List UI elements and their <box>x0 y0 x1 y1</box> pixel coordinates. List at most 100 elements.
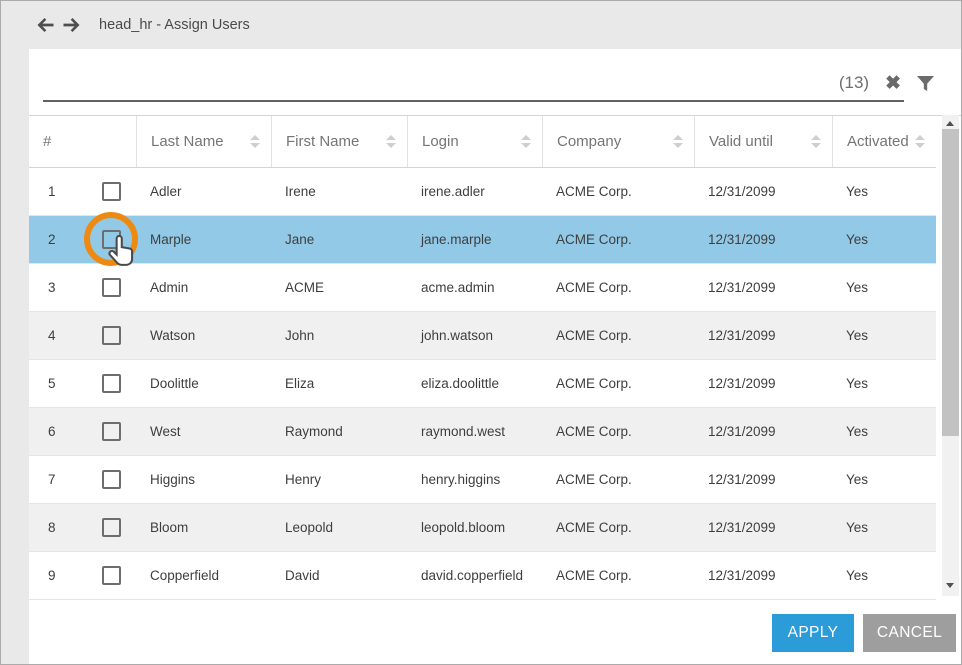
login-cell: eliza.doolittle <box>421 376 500 391</box>
activated-cell: Yes <box>846 424 869 439</box>
first-name-cell: Irene <box>285 184 316 199</box>
company-cell: ACME Corp. <box>556 328 632 343</box>
apply-button[interactable]: APPLY <box>772 614 854 652</box>
first-name-cell: John <box>285 328 315 343</box>
row-checkbox[interactable] <box>102 518 121 537</box>
valid-until-cell: 12/31/2099 <box>708 280 776 295</box>
filterbar-right: (13) ✖ <box>839 69 934 97</box>
row-checkbox[interactable] <box>102 470 121 489</box>
last-name-cell: Marple <box>150 232 192 247</box>
first-name-cell: Henry <box>285 472 322 487</box>
row-number: 7 <box>48 472 56 487</box>
vertical-scrollbar[interactable] <box>942 115 959 596</box>
row-number: 9 <box>48 568 56 583</box>
company-cell: ACME Corp. <box>556 472 632 487</box>
number-cell: 4 <box>29 326 136 345</box>
row-number: 6 <box>48 424 56 439</box>
sort-icon <box>811 135 821 148</box>
column-label: Last Name <box>151 133 224 150</box>
users-table: # Last Name First Name Login Company <box>29 115 961 600</box>
table-row[interactable]: 6 West Raymond raymond.west ACME Corp. 1… <box>29 408 936 456</box>
row-number: 2 <box>48 232 56 247</box>
row-checkbox[interactable] <box>102 182 121 201</box>
forward-arrow-icon[interactable] <box>63 18 82 32</box>
company-cell: ACME Corp. <box>556 424 632 439</box>
table-row[interactable]: 2 Marple Jane jane.marple ACME Corp. 12/… <box>29 212 936 266</box>
table-row[interactable]: 4 Watson John john.watson ACME Corp. 12/… <box>29 312 936 360</box>
scrollbar-thumb[interactable] <box>942 129 959 436</box>
company-cell: ACME Corp. <box>556 376 632 391</box>
table-row[interactable]: 3 Admin ACME acme.admin ACME Corp. 12/31… <box>29 264 936 312</box>
sort-icon <box>386 135 396 148</box>
activated-cell: Yes <box>846 280 869 295</box>
table-row[interactable]: 5 Doolittle Eliza eliza.doolittle ACME C… <box>29 360 936 408</box>
company-cell: ACME Corp. <box>556 280 632 295</box>
valid-until-cell: 12/31/2099 <box>708 472 776 487</box>
valid-until-cell: 12/31/2099 <box>708 568 776 583</box>
first-name-cell: ACME <box>285 280 325 295</box>
company-cell: ACME Corp. <box>556 568 632 583</box>
number-cell: 6 <box>29 422 136 441</box>
activated-cell: Yes <box>846 184 869 199</box>
row-checkbox[interactable] <box>102 422 121 441</box>
first-name-cell: Jane <box>285 232 315 247</box>
column-label: First Name <box>286 133 360 150</box>
result-count: (13) <box>838 73 870 92</box>
column-header-valid-until[interactable]: Valid until <box>694 116 832 167</box>
column-label: Login <box>422 133 459 150</box>
search-input[interactable] <box>43 69 904 102</box>
login-cell: john.watson <box>421 328 494 343</box>
row-number: 8 <box>48 520 56 535</box>
scroll-up-arrow-icon[interactable] <box>946 121 954 126</box>
number-cell: 8 <box>29 518 136 537</box>
column-label: Valid until <box>709 133 773 150</box>
row-number: 1 <box>48 184 56 199</box>
column-header-last-name[interactable]: Last Name <box>136 116 271 167</box>
clear-filter-icon[interactable]: ✖ <box>885 72 901 94</box>
row-checkbox[interactable] <box>102 278 121 297</box>
column-header-login[interactable]: Login <box>407 116 542 167</box>
dialog-title: head_hr - Assign Users <box>99 17 250 33</box>
row-checkbox[interactable] <box>102 374 121 393</box>
table-row[interactable]: 9 Copperfield David david.copperfield AC… <box>29 552 936 600</box>
last-name-cell: Admin <box>150 280 189 295</box>
filter-funnel-icon[interactable] <box>917 75 934 91</box>
table-row[interactable]: 7 Higgins Henry henry.higgins ACME Corp.… <box>29 456 936 504</box>
valid-until-cell: 12/31/2099 <box>708 376 776 391</box>
dialog-actions: APPLY CANCEL <box>772 614 956 652</box>
row-checkbox[interactable] <box>102 566 121 585</box>
table-row[interactable]: 8 Bloom Leopold leopold.bloom ACME Corp.… <box>29 504 936 552</box>
first-name-cell: David <box>285 568 320 583</box>
table-row[interactable]: 1 Adler Irene irene.adler ACME Corp. 12/… <box>29 168 936 216</box>
row-number: 3 <box>48 280 56 295</box>
last-name-cell: Higgins <box>150 472 196 487</box>
last-name-cell: Bloom <box>150 520 189 535</box>
company-cell: ACME Corp. <box>556 520 632 535</box>
login-cell: irene.adler <box>421 184 485 199</box>
first-name-cell: Leopold <box>285 520 334 535</box>
first-name-cell: Raymond <box>285 424 343 439</box>
valid-until-cell: 12/31/2099 <box>708 424 776 439</box>
activated-cell: Yes <box>846 232 869 247</box>
back-arrow-icon[interactable] <box>35 18 54 32</box>
column-header-company[interactable]: Company <box>542 116 694 167</box>
number-cell: 9 <box>29 566 136 585</box>
column-header-activated[interactable]: Activated <box>832 116 936 167</box>
company-cell: ACME Corp. <box>556 184 632 199</box>
login-cell: raymond.west <box>421 424 506 439</box>
number-cell: 5 <box>29 374 136 393</box>
sort-icon <box>673 135 683 148</box>
company-cell: ACME Corp. <box>556 232 632 247</box>
login-cell: leopold.bloom <box>421 520 506 535</box>
column-header-number: # <box>29 116 136 167</box>
row-number: 5 <box>48 376 56 391</box>
number-cell: 3 <box>29 278 136 297</box>
row-checkbox[interactable] <box>102 326 121 345</box>
scroll-down-arrow-icon[interactable] <box>946 583 954 588</box>
cancel-button[interactable]: CANCEL <box>863 614 956 652</box>
valid-until-cell: 12/31/2099 <box>708 184 776 199</box>
number-cell: 7 <box>29 470 136 489</box>
row-checkbox[interactable] <box>102 230 121 249</box>
column-header-first-name[interactable]: First Name <box>271 116 407 167</box>
